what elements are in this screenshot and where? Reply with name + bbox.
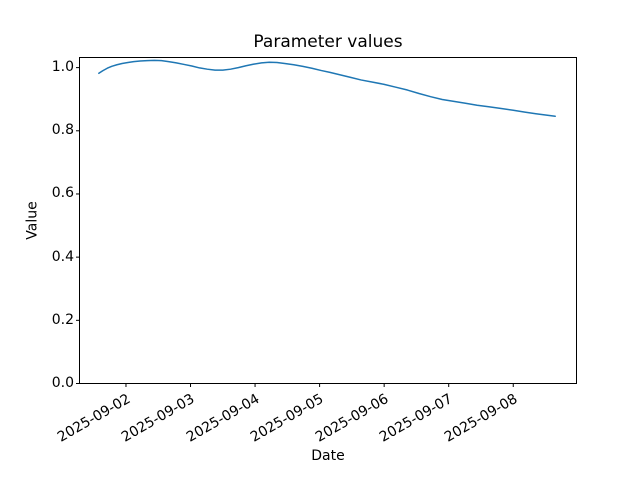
y-tick-label: 0.2 <box>51 311 74 328</box>
chart-title: Parameter values <box>253 32 403 52</box>
tick-marks <box>76 67 514 387</box>
y-tick-label: 0.6 <box>51 185 74 202</box>
y-tick-label: 0.0 <box>51 375 74 391</box>
y-tick-label: 0.4 <box>51 248 74 265</box>
axes-spines <box>79 57 577 384</box>
y-tick-label: 1.0 <box>51 59 74 76</box>
data-line <box>98 59 556 118</box>
x-axis-label: Date <box>311 448 345 464</box>
y-tick-label: 0.8 <box>51 122 74 139</box>
